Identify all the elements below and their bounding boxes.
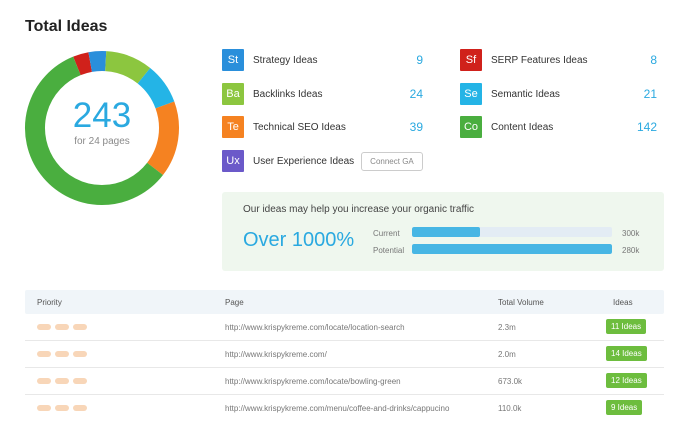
header-total-volume[interactable]: Total Volume <box>498 298 544 307</box>
pages-table: Priority Page Total Volume Ideas http://… <box>25 290 664 421</box>
semantic-badge: Se <box>460 83 482 105</box>
total-ideas-subtitle: for 24 pages <box>74 136 130 147</box>
donut-segment-serp-features-ideas[interactable] <box>73 52 93 76</box>
total-volume: 673.0k <box>498 377 523 386</box>
header-page[interactable]: Page <box>225 298 244 307</box>
potential-traffic-fill <box>412 244 612 254</box>
category-label: Strategy Ideas <box>253 54 318 66</box>
content-badge: Co <box>460 116 482 138</box>
ideas-button[interactable]: 11 Ideas <box>606 319 647 334</box>
category-label: User Experience Ideas <box>253 155 355 167</box>
priority-indicator <box>37 405 87 411</box>
connect-ga-button[interactable]: Connect GA <box>361 151 423 171</box>
page-title: Total Ideas <box>25 18 108 35</box>
category-label: SERP Features Ideas <box>491 54 588 66</box>
user-experience-badge: Ux <box>222 150 244 172</box>
ideas-button[interactable]: 14 Ideas <box>606 346 647 361</box>
donut-segment-strategy-ideas[interactable] <box>88 51 107 72</box>
category-label: Semantic Ideas <box>491 88 560 100</box>
page-url[interactable]: http://www.krispykreme.com/locate/bowlin… <box>225 377 401 386</box>
table-row: http://www.krispykreme.com/locate/locati… <box>25 314 664 341</box>
category-serp-features[interactable]: Sf SERP Features Ideas 8 <box>460 49 663 71</box>
potential-value: 280k <box>622 246 640 255</box>
category-backlinks[interactable]: Ba Backlinks Ideas 24 <box>222 83 425 105</box>
ideas-donut-chart <box>24 50 180 206</box>
page-url[interactable]: http://www.krispykreme.com/menu/coffee-a… <box>225 404 450 413</box>
technical-seo-badge: Te <box>222 116 244 138</box>
total-volume: 110.0k <box>498 404 522 413</box>
category-count[interactable]: 39 <box>409 120 423 134</box>
strategy-badge: St <box>222 49 244 71</box>
category-count[interactable]: 24 <box>409 87 423 101</box>
priority-indicator <box>37 351 87 357</box>
category-count[interactable]: 9 <box>416 53 423 67</box>
traffic-banner: Our ideas may help you increase your org… <box>222 192 664 271</box>
priority-indicator <box>37 378 87 384</box>
priority-indicator <box>37 324 87 330</box>
ideas-button[interactable]: 9 Ideas <box>606 400 643 415</box>
category-technical-seo[interactable]: Te Technical SEO Ideas 39 <box>222 116 425 138</box>
current-value: 300k <box>622 229 640 238</box>
table-row: http://www.krispykreme.com/menu/coffee-a… <box>25 395 664 421</box>
serp-features-badge: Sf <box>460 49 482 71</box>
current-label: Current <box>373 229 400 238</box>
current-traffic-fill <box>412 227 480 237</box>
category-count[interactable]: 142 <box>636 120 657 134</box>
total-ideas-count: 243 <box>72 96 132 135</box>
total-volume: 2.3m <box>498 323 516 332</box>
backlinks-badge: Ba <box>222 83 244 105</box>
traffic-headline: Over 1000% <box>243 229 355 251</box>
potential-traffic-bar <box>412 244 612 254</box>
donut-segment-semantic-ideas[interactable] <box>137 67 175 109</box>
donut-segment-backlinks-ideas[interactable] <box>104 51 151 84</box>
traffic-message: Our ideas may help you increase your org… <box>243 204 475 215</box>
donut-center: 243 for 24 pages <box>24 96 180 148</box>
category-label: Backlinks Ideas <box>253 88 323 100</box>
potential-label: Potential <box>373 246 405 255</box>
category-count[interactable]: 8 <box>650 53 657 67</box>
total-volume: 2.0m <box>498 350 516 359</box>
category-user-experience: Ux User Experience Ideas Connect GA <box>222 150 442 172</box>
donut-segment-technical-seo-ideas[interactable] <box>146 101 179 176</box>
header-priority[interactable]: Priority <box>37 298 62 307</box>
table-row: http://www.krispykreme.com/locate/bowlin… <box>25 368 664 395</box>
page-url[interactable]: http://www.krispykreme.com/ <box>225 350 327 359</box>
table-row: http://www.krispykreme.com/ 2.0m 14 Idea… <box>25 341 664 368</box>
category-content[interactable]: Co Content Ideas 142 <box>460 116 663 138</box>
page-url[interactable]: http://www.krispykreme.com/locate/locati… <box>225 323 405 332</box>
category-label: Content Ideas <box>491 121 554 133</box>
table-header: Priority Page Total Volume Ideas <box>25 290 664 314</box>
category-strategy[interactable]: St Strategy Ideas 9 <box>222 49 425 71</box>
donut-segment-content-ideas[interactable] <box>25 56 163 205</box>
current-traffic-bar <box>412 227 612 237</box>
header-ideas[interactable]: Ideas <box>613 298 633 307</box>
category-semantic[interactable]: Se Semantic Ideas 21 <box>460 83 663 105</box>
ideas-button[interactable]: 12 Ideas <box>606 373 647 388</box>
category-count[interactable]: 21 <box>643 87 657 101</box>
category-label: Technical SEO Ideas <box>253 121 346 133</box>
